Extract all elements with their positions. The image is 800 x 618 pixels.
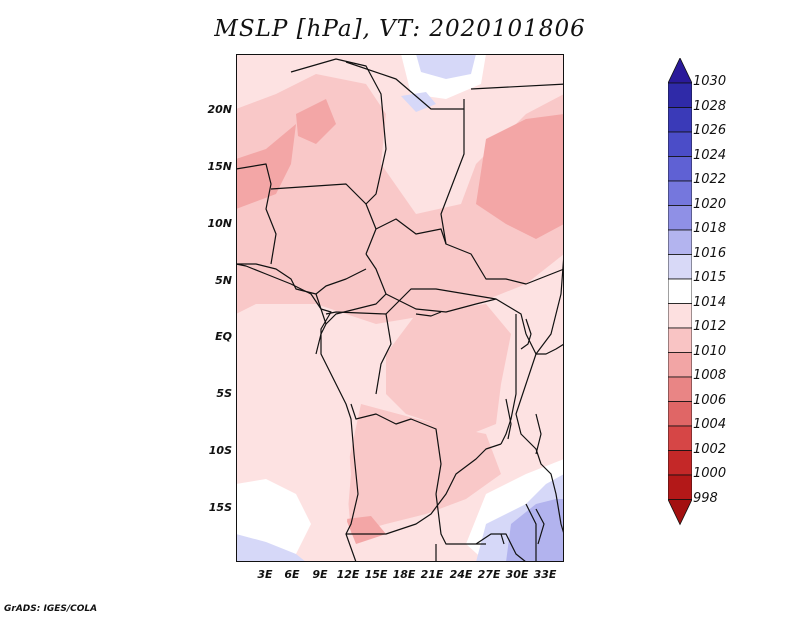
lon-label-24e: 24E [449, 568, 473, 581]
lat-label-5n: 5N [215, 274, 232, 287]
colorbar-label: 1014 [693, 294, 727, 310]
lon-label-9e: 9E [312, 568, 328, 581]
colorbar-segment [668, 401, 692, 427]
colorbar-label: 1016 [693, 245, 727, 261]
colorbar-segment [668, 107, 692, 133]
colorbar-label: 1002 [693, 441, 727, 457]
lat-label-20n: 20N [207, 103, 232, 116]
colorbar-segment [668, 425, 692, 451]
colorbar-label: 1000 [693, 466, 727, 481]
colorbar-segment [668, 450, 692, 476]
colorbar-segment [668, 156, 692, 182]
pressure-region-1016-southwest [236, 534, 306, 562]
colorbar [668, 58, 692, 526]
pressure-region-1016-north [416, 54, 476, 79]
pressure-map [236, 54, 564, 562]
pressure-region-1010-central [386, 304, 511, 434]
colorbar-label: 998 [693, 490, 718, 506]
pressure-region-1008-southwest [346, 516, 386, 544]
lon-label-27e: 27E [477, 568, 501, 581]
colorbar-label: 1012 [693, 319, 727, 334]
colorbar-segment [668, 376, 692, 402]
colorbar-segment [668, 474, 692, 500]
pressure-region-1008-nw [296, 99, 336, 144]
lon-label-15e: 15E [364, 568, 388, 581]
colorbar-segment [668, 254, 692, 280]
map-title: MSLP [hPa], VT: 2020101806 [214, 16, 586, 42]
colorbar-segment [668, 352, 692, 378]
lat-label-15s: 15S [208, 501, 232, 514]
pressure-region-1018-southeast [506, 499, 564, 562]
colorbar-segment [668, 82, 692, 108]
colorbar-label: 1010 [693, 343, 727, 359]
lat-label-10n: 10N [207, 217, 232, 230]
colorbar-bottom-arrow [668, 499, 692, 526]
lon-label-30e: 30E [505, 568, 529, 581]
colorbar-segment [668, 229, 692, 255]
colorbar-label: 1004 [693, 417, 727, 432]
colorbar-label: 1008 [693, 368, 727, 383]
colorbar-segment [668, 131, 692, 157]
pressure-region-1008-west [236, 124, 296, 209]
pressure-region-1016-north-2 [401, 92, 436, 112]
colorbar-label: 1020 [693, 196, 727, 212]
colorbar-label: 1006 [693, 392, 727, 408]
lon-label-33e: 33E [533, 568, 557, 581]
country-borders [236, 58, 564, 562]
lon-label-21e: 21E [420, 568, 444, 581]
colorbar-segment [668, 327, 692, 353]
colorbar-label: 1028 [693, 98, 727, 114]
lat-label-eq: EQ [215, 330, 232, 343]
colorbar-label: 1015 [693, 270, 727, 285]
lon-label-12e: 12E [336, 568, 360, 581]
colorbar-label: 1018 [693, 221, 727, 236]
colorbar-segment [668, 205, 692, 231]
pressure-region-1008-sahel [476, 114, 564, 239]
colorbar-segment [668, 303, 692, 329]
lat-label-15n: 15N [207, 160, 232, 173]
lat-label-5s: 5S [216, 387, 232, 400]
lat-label-10s: 10S [208, 444, 232, 457]
colorbar-label: 1022 [693, 172, 727, 187]
colorbar-segment [668, 278, 692, 304]
colorbar-top-arrow [668, 58, 692, 84]
lon-label-6e: 6E [284, 568, 300, 581]
colorbar-segment [668, 180, 692, 206]
colorbar-label: 1030 [693, 74, 727, 89]
footer-credit: GrADS: IGES/COLA [4, 604, 98, 614]
lon-label-18e: 18E [392, 568, 416, 581]
colorbar-label: 1026 [693, 123, 727, 138]
pressure-region-1010-south [346, 404, 501, 534]
colorbar-label: 1024 [693, 147, 727, 163]
lon-label-3e: 3E [257, 568, 273, 581]
